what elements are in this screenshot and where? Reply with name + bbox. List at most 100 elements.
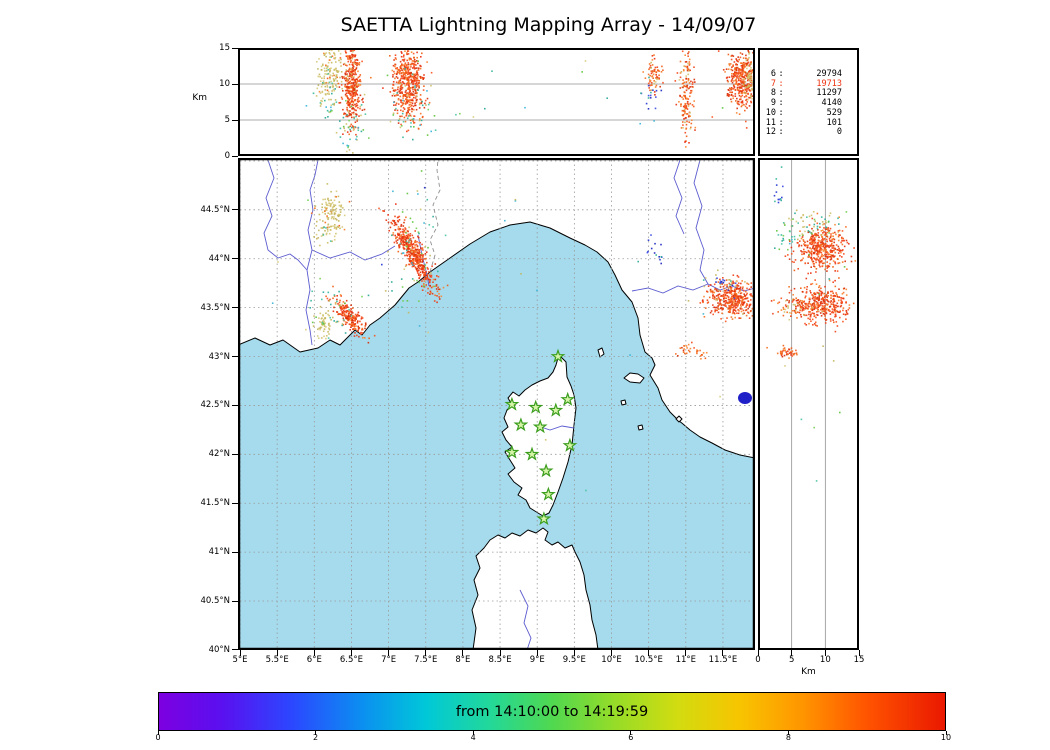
stat-colon: : — [778, 127, 784, 138]
lma-station-star — [524, 446, 540, 461]
axis-tick — [630, 731, 632, 735]
axis-tick — [945, 731, 947, 735]
figure-title: SAETTA Lightning Mapping Array - 14/09/0… — [340, 14, 757, 36]
axis-tick — [787, 731, 789, 735]
lma-station-star — [550, 348, 566, 363]
axis-tick — [573, 650, 575, 656]
station-count-row: 8: 11297 — [760, 89, 857, 99]
lma-station-star — [536, 511, 552, 526]
axis-tick — [232, 453, 238, 455]
axis-tick — [858, 650, 860, 656]
lma-station-star — [532, 419, 548, 434]
station-count-value: 19713 — [816, 78, 842, 89]
lon-tick-label: 10.5°E — [634, 655, 663, 665]
lat-tick-label: 43°N — [208, 351, 230, 362]
stat-colon: : — [778, 78, 784, 89]
lma-station-star — [560, 391, 576, 406]
right-x-tick-label: 10 — [819, 655, 831, 665]
station-count-key: 8 — [770, 88, 776, 99]
altitude-latitude-panel — [758, 158, 859, 650]
axis-tick — [232, 119, 238, 121]
axis-tick — [611, 650, 612, 656]
axis-tick — [239, 650, 241, 656]
station-count-key: 12 — [765, 127, 776, 138]
axis-tick — [232, 404, 238, 406]
colorbar-tick-label: 6 — [628, 733, 634, 742]
stat-colon: : — [778, 107, 784, 118]
station-count-value: 29794 — [816, 69, 842, 79]
stat-colon: : — [778, 98, 784, 109]
lat-tick-label: 44°N — [208, 253, 230, 264]
stat-colon: : — [778, 117, 784, 128]
lon-tick-label: 5.5°E — [265, 655, 289, 665]
lon-tick-label: 9°E — [529, 655, 545, 665]
lon-tick-label: 7.5°E — [414, 655, 438, 665]
plan-view-map-panel — [238, 158, 755, 650]
colorbar-tick-label: 10 — [940, 733, 952, 742]
station-count-row: 12: 0 — [760, 128, 857, 138]
axis-tick — [232, 155, 238, 157]
lon-tick-label: 7°E — [381, 655, 397, 665]
right-x-tick-label: 15 — [853, 655, 865, 665]
stat-colon: : — [778, 69, 784, 79]
axis-tick — [232, 551, 238, 553]
lma-station-star — [504, 444, 520, 459]
lat-tick-label: 44.5°N — [200, 204, 230, 215]
lat-tick-label: 41.5°N — [200, 498, 230, 509]
lon-tick-label: 9.5°E — [562, 655, 586, 665]
axis-tick — [232, 83, 238, 85]
station-count-key: 9 — [770, 98, 776, 109]
axis-tick — [685, 650, 687, 656]
lma-station-star — [528, 399, 544, 414]
axis-tick — [472, 731, 474, 735]
axis-tick — [232, 649, 238, 651]
axis-tick — [232, 209, 238, 211]
colorbar-tick-label: 8 — [785, 733, 791, 742]
axis-tick — [462, 650, 464, 656]
axis-tick — [313, 650, 315, 656]
station-count-value: 0 — [836, 127, 842, 138]
station-count-row: 11: 101 — [760, 117, 857, 129]
lma-station-star — [540, 486, 556, 501]
right-x-tick-label: 0 — [755, 655, 761, 665]
station-count-row: 6: 29794 — [760, 69, 857, 80]
axis-tick — [232, 356, 238, 358]
lma-station-star — [513, 417, 529, 432]
top-y-tick-label: 5 — [224, 115, 230, 125]
top-y-tick-label: 15 — [219, 43, 230, 53]
lat-tick-label: 42.5°N — [200, 400, 230, 411]
lma-station-star — [538, 463, 554, 478]
station-count-row: 7: 19713 — [760, 78, 857, 90]
axis-tick — [350, 650, 352, 656]
top-y-tick-label: 10 — [219, 79, 230, 89]
axis-tick — [425, 650, 427, 656]
stat-colon: : — [778, 88, 784, 99]
lat-tick-label: 41°N — [208, 547, 230, 558]
station-count-key: 7 — [770, 78, 776, 89]
axis-tick — [157, 731, 159, 735]
time-colorbar: from 14:10:00 to 14:19:59 — [158, 692, 946, 731]
colorbar-tick-label: 0 — [155, 733, 161, 742]
axis-tick — [232, 307, 238, 309]
axis-tick — [276, 650, 278, 656]
lma-station-star — [562, 437, 578, 452]
axis-tick — [757, 650, 759, 656]
axis-tick — [232, 600, 238, 602]
lat-tick-label: 43.5°N — [200, 302, 230, 313]
right-axis-label: Km — [801, 667, 816, 677]
lon-tick-label: 11.5°E — [708, 655, 738, 665]
lon-tick-label: 6°E — [306, 655, 322, 665]
top-axis-label: Km — [192, 93, 207, 103]
lat-tick-label: 40°N — [208, 644, 230, 655]
altitude-longitude-panel — [238, 48, 755, 156]
station-count-value: 11297 — [816, 88, 842, 99]
lma-station-star — [504, 396, 520, 411]
axis-tick — [232, 47, 238, 49]
station-count-value: 4140 — [821, 98, 842, 109]
axis-tick — [824, 650, 826, 656]
axis-tick — [315, 731, 317, 735]
lat-tick-label: 42°N — [208, 449, 230, 460]
station-count-key: 11 — [765, 117, 776, 128]
station-count-key: 10 — [765, 107, 776, 118]
